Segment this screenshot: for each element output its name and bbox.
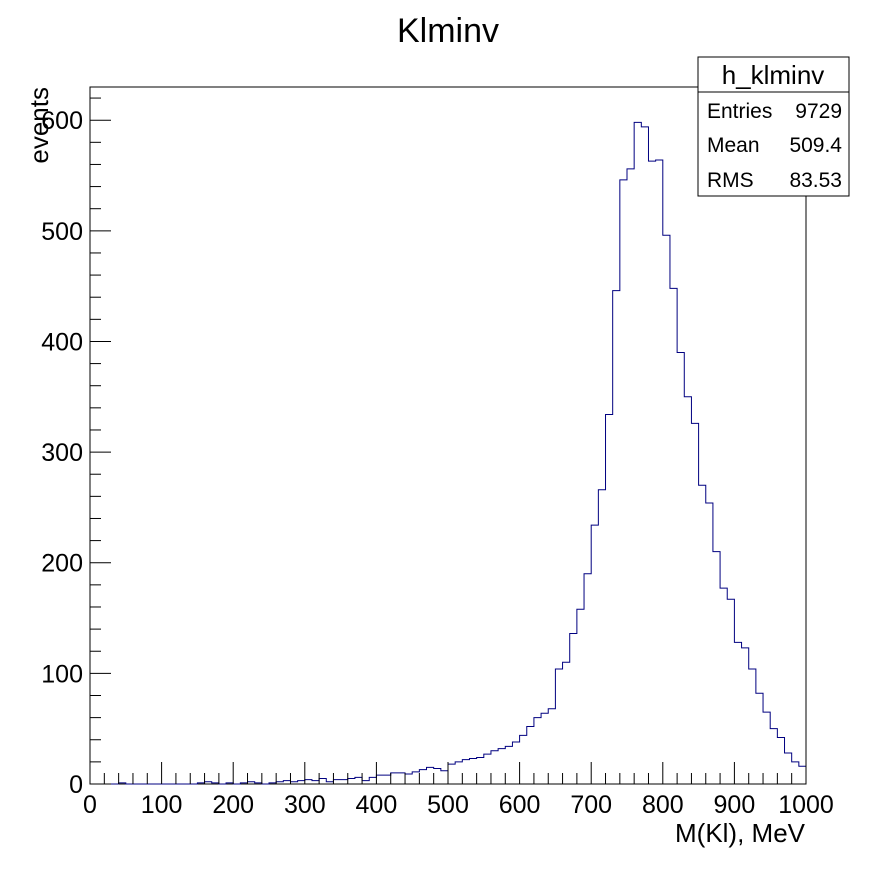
stats-mean-label: Mean xyxy=(707,134,760,157)
x-tick-label: 500 xyxy=(427,791,469,819)
stats-entries-label: Entries xyxy=(707,100,772,123)
x-axis-label: M(Kl), MeV xyxy=(675,818,806,848)
stats-box-frame xyxy=(697,56,850,197)
stats-box-name: h_klminv xyxy=(722,60,825,90)
y-tick-label: 500 xyxy=(41,218,83,246)
stats-rms-label: RMS xyxy=(707,169,754,192)
stats-entries-value: 9729 xyxy=(795,100,842,123)
histogram-series-line xyxy=(90,121,806,785)
x-tick-label: 0 xyxy=(83,791,97,819)
y-tick-label: 100 xyxy=(41,660,83,688)
y-tick-label: 200 xyxy=(41,550,83,578)
y-tick-label: 300 xyxy=(41,439,83,467)
y-tick-label: 600 xyxy=(41,107,83,135)
histogram-bars xyxy=(90,121,806,785)
axes: 0 100 200 300 400 500 600 700 800 900 1000 0 100 200 3… xyxy=(41,97,834,819)
stats-box: h_klminv Entries 9729 Mean 509.4 RMS 83.… xyxy=(697,56,850,197)
x-tick-label: 300 xyxy=(284,791,326,819)
x-tick-label: 700 xyxy=(570,791,612,819)
y-axis-label: events xyxy=(24,87,54,164)
x-tick-label: 200 xyxy=(212,791,254,819)
x-tick-label: 400 xyxy=(356,791,398,819)
chart-title: Klminv xyxy=(397,12,499,50)
stats-rms-value: 83.53 xyxy=(789,169,842,192)
x-tick-label: 900 xyxy=(714,791,756,819)
x-tick-label: 100 xyxy=(141,791,183,819)
y-tick-label: 400 xyxy=(41,328,83,356)
x-tick-label: 600 xyxy=(499,791,541,819)
stats-mean-value: 509.4 xyxy=(789,134,842,157)
y-tick-label: 0 xyxy=(69,771,83,799)
x-tick-label: 1000 xyxy=(778,791,834,819)
x-tick-label: 800 xyxy=(642,791,684,819)
